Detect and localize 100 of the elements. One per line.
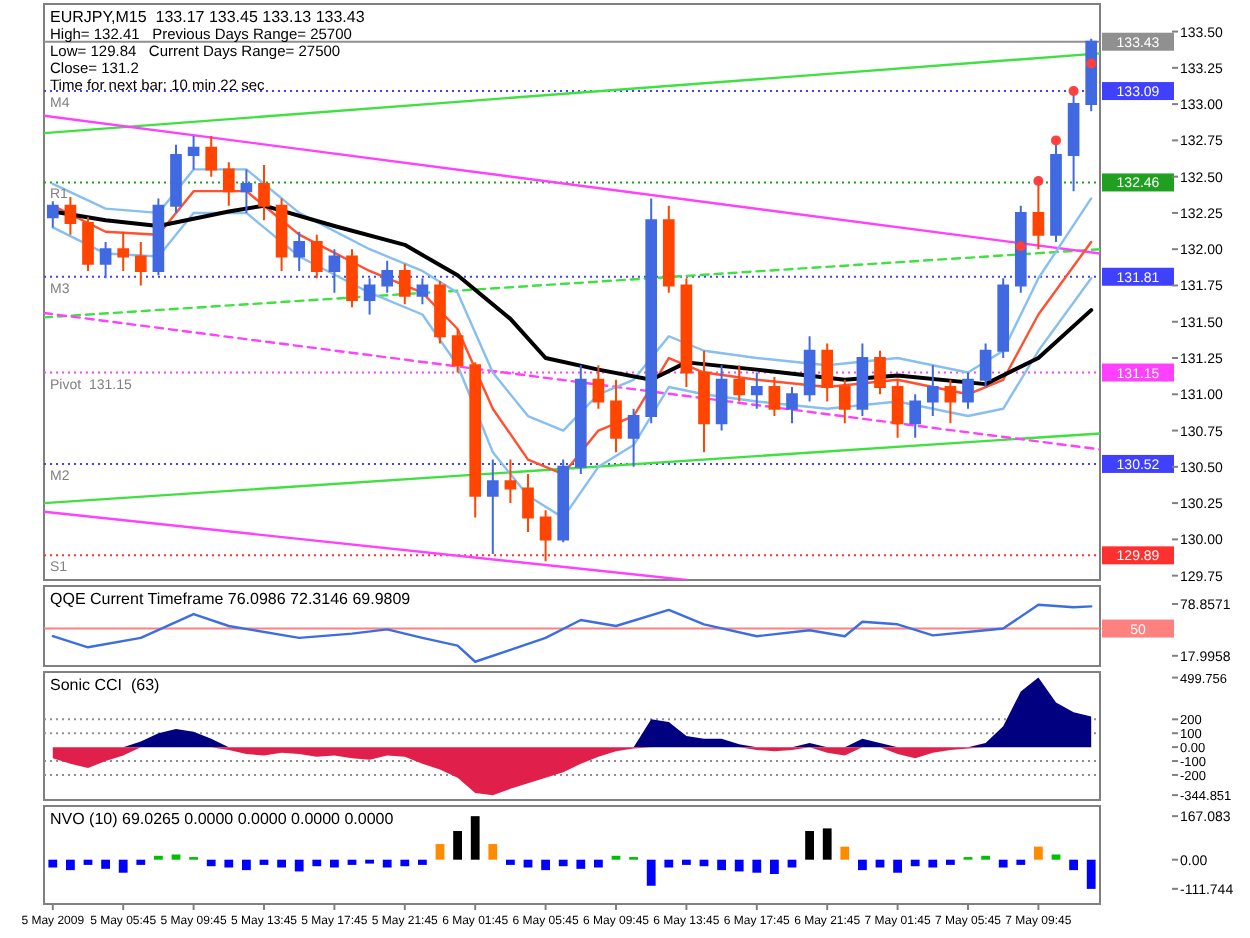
line-series	[51, 168, 1093, 432]
candlestick	[293, 230, 306, 272]
candlestick	[680, 277, 693, 389]
bar	[523, 859, 533, 868]
bar	[1069, 859, 1078, 871]
bar	[646, 859, 656, 886]
bar	[488, 844, 498, 860]
candlestick	[592, 364, 605, 410]
candlestick	[874, 349, 886, 396]
candlestick	[1050, 139, 1062, 243]
bar	[594, 859, 603, 868]
bar	[66, 859, 75, 871]
candlestick	[662, 204, 675, 294]
candlestick	[99, 240, 112, 280]
candlestick	[698, 349, 710, 454]
bar	[858, 859, 867, 871]
point	[1015, 241, 1026, 252]
bar	[171, 854, 181, 860]
candlestick	[134, 240, 147, 287]
candlestick	[574, 364, 587, 476]
candlestick	[363, 277, 376, 316]
bar	[330, 859, 339, 868]
bar	[558, 859, 568, 867]
bar	[418, 859, 427, 865]
candlestick	[997, 277, 1010, 360]
candlestick	[504, 458, 517, 505]
candlestick	[258, 164, 270, 222]
candlestick	[786, 386, 798, 425]
bar	[910, 859, 920, 867]
candlestick	[451, 328, 464, 374]
candlestick	[627, 407, 640, 468]
candlestick	[416, 277, 429, 306]
chart-title: Sonic CCI (63)	[50, 676, 161, 694]
candlestick	[328, 248, 341, 294]
candlestick	[240, 168, 253, 214]
candlestick	[539, 509, 552, 563]
candlestick	[205, 135, 218, 178]
point	[1086, 58, 1097, 69]
line-series	[51, 211, 1093, 519]
line-series	[51, 603, 1093, 663]
candlestick	[979, 342, 992, 389]
bar	[453, 831, 462, 860]
candlestick	[733, 364, 746, 403]
bar	[682, 859, 691, 865]
candlestick	[944, 378, 957, 425]
candlestick	[645, 197, 658, 425]
bar	[1051, 854, 1061, 860]
bar	[224, 859, 234, 868]
candlestick	[310, 233, 323, 280]
bar	[787, 859, 797, 868]
point	[1051, 135, 1061, 146]
candlestick	[275, 197, 288, 272]
candlestick	[557, 458, 570, 544]
chart-title: QQE Current Timeframe 76.0986 72.3146 69.9809	[50, 590, 412, 608]
bar	[435, 844, 445, 860]
bar	[242, 859, 251, 871]
candlestick	[891, 378, 904, 439]
bar	[840, 846, 850, 860]
bar	[470, 816, 480, 860]
bar	[312, 859, 322, 867]
bar	[294, 859, 304, 872]
bar	[400, 859, 410, 867]
bar	[136, 859, 146, 865]
candlestick	[222, 161, 235, 207]
candlestick	[1067, 88, 1080, 193]
candlestick	[469, 361, 482, 519]
chart-title: NVO (10) 69.0265 0.0000 0.0000 0.0000 0.0000	[50, 810, 395, 828]
candlestick	[46, 200, 59, 229]
bar	[541, 859, 550, 871]
candlestick	[187, 135, 200, 171]
bar	[734, 859, 744, 872]
bar	[48, 859, 58, 868]
candlestick	[381, 259, 394, 294]
bar	[1016, 859, 1026, 865]
bar	[506, 859, 515, 865]
bar	[770, 859, 779, 875]
candlestick	[346, 248, 358, 309]
candlestick	[170, 143, 182, 214]
point	[1068, 86, 1079, 97]
candlestick	[715, 364, 728, 432]
bar	[277, 859, 286, 868]
bar	[576, 859, 586, 869]
candlestick	[434, 280, 446, 345]
chart-title: EURJPY,M15 133.17 133.45 133.13 133.43	[50, 8, 366, 26]
bar	[752, 859, 762, 873]
bar	[717, 859, 726, 871]
bar	[822, 828, 832, 860]
bar	[664, 859, 674, 868]
candlestick	[803, 335, 816, 403]
bar	[118, 859, 128, 873]
bar	[946, 859, 955, 865]
candlestick	[856, 342, 869, 418]
point	[1033, 176, 1044, 187]
bar	[875, 859, 885, 868]
candlestick	[838, 378, 851, 425]
candlestick	[398, 262, 411, 306]
candlestick	[750, 371, 763, 410]
candlestick	[486, 458, 499, 555]
bar	[928, 859, 938, 868]
candlestick	[926, 364, 939, 418]
